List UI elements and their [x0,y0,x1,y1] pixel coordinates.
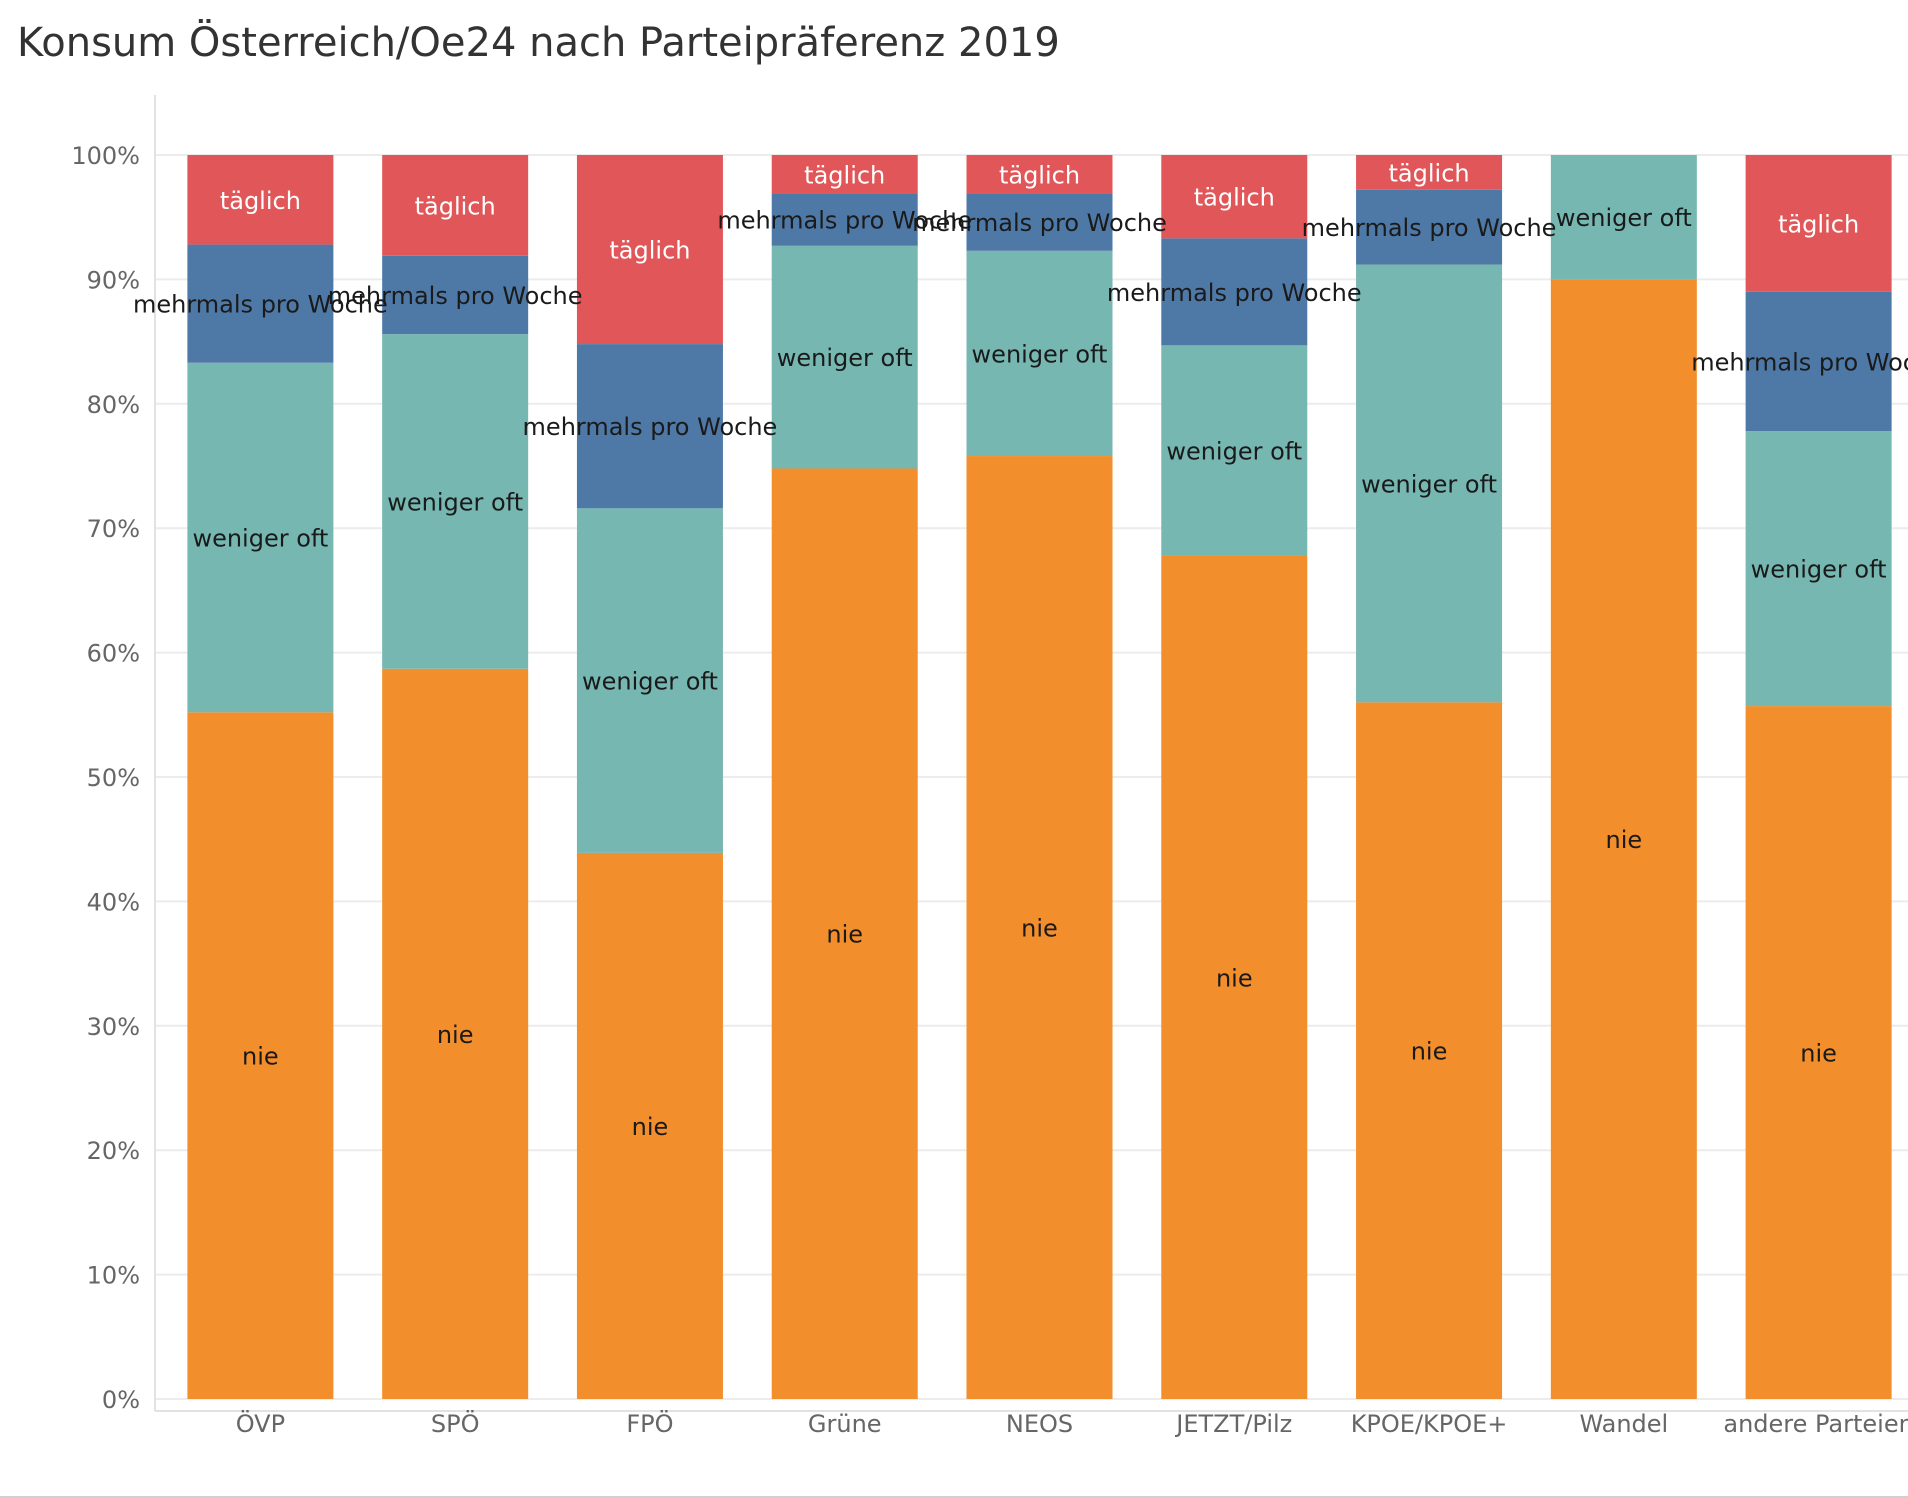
bar-segment [1745,706,1892,1399]
segment-label: mehrmals pro Woche [133,291,388,319]
bar-segment [1550,155,1697,280]
chart-title: Konsum Österreich/Oe24 nach Parteipräfer… [17,20,1060,66]
bar-segment [1161,345,1308,556]
y-tick-label: 70% [87,515,140,543]
x-tick-label: Grüne [808,1410,882,1438]
bar-segment [771,245,918,469]
y-tick-label: 20% [87,1137,140,1165]
x-tick-label: NEOS [1006,1410,1073,1438]
y-tick-label: 40% [87,888,140,916]
bar-segment [966,456,1113,1400]
segment-label: täglich [220,187,301,215]
y-tick-label: 0% [102,1386,140,1414]
x-tick-label: JETZT/Pilz [1174,1410,1292,1438]
x-tick-label: FPÖ [626,1409,673,1438]
bar-segment [966,250,1113,457]
y-tick-label: 50% [87,764,140,792]
segment-label: täglich [804,161,885,189]
bar-segment [1356,702,1503,1399]
y-tick-label: 100% [71,142,140,170]
footer-divider [0,1496,1908,1498]
bar-segment [382,255,529,335]
bar-segment [576,155,723,345]
bar-segment [576,508,723,853]
segment-label: weniger oft [1751,556,1887,584]
segment-label: weniger oft [1361,470,1497,498]
segment-label: mehrmals pro Woche [523,413,778,441]
x-tick-label: SPÖ [431,1409,480,1438]
bar-segment [576,852,723,1399]
segment-label: weniger oft [1556,204,1692,232]
bar-segment [576,344,723,509]
x-tick-label: Wandel [1579,1410,1668,1438]
segment-label: mehrmals pro Woche [912,209,1167,237]
y-tick-label: 60% [87,640,140,668]
segment-label: täglich [1194,184,1275,212]
segment-label: weniger oft [387,488,523,516]
y-tick-label: 90% [87,266,140,294]
segment-label: nie [632,1113,669,1141]
segment-label: nie [1411,1038,1448,1066]
x-tick-label: andere Parteien [1723,1410,1908,1438]
segment-label: täglich [609,237,690,265]
bar-segment [187,155,334,245]
segment-label: weniger oft [582,668,718,696]
segment-label: nie [826,921,863,949]
bar-segment [966,155,1113,194]
bar-segment [771,155,918,194]
bar-segment [1745,155,1892,292]
segment-label: mehrmals pro Woche [717,207,972,235]
x-tick-label: ÖVP [236,1409,285,1438]
segment-label: nie [1800,1040,1837,1068]
segment-label: weniger oft [972,340,1108,368]
segment-label: mehrmals pro Woche [328,282,583,310]
segment-label: täglich [1389,159,1470,187]
bar-segment [382,155,529,256]
bar-segment [1550,279,1697,1399]
bar-segment [1745,291,1892,432]
bar-segment [1161,155,1308,239]
bar-segment [1356,264,1503,703]
segment-label: weniger oft [192,525,328,553]
segment-label: täglich [999,161,1080,189]
bar-segment [1161,555,1308,1399]
bar-segment [771,193,918,246]
bar-segment [1356,189,1503,265]
segment-label: nie [1216,964,1253,992]
x-tick-label: KPOE/KPOE+ [1351,1410,1508,1438]
bar-segment [771,468,918,1399]
bar-segment [966,193,1113,251]
segment-label: nie [1021,915,1058,943]
segment-label: nie [1606,826,1643,854]
bar-segment [1161,238,1308,346]
x-tick-layer: ÖVP SPÖ FPÖ Grüne NEOS JETZT/Pilz KPOE/KPOE+ Wa… [236,1409,1908,1438]
bar-segment [1356,155,1503,190]
y-tick-label: 10% [87,1262,140,1290]
bar-segment [187,362,334,713]
segment-label: weniger oft [777,344,913,372]
y-tick-label: 80% [87,391,140,419]
axis-layer: 0% 10% 20% 30% 40% 50% 60% 70% 80% 90% 100% [71,95,1908,1414]
bar-segment [187,244,334,363]
segment-label: nie [437,1021,474,1049]
segment-label: mehrmals pro Woche [1691,349,1908,377]
segment-label: weniger oft [1166,437,1302,465]
bar-segment [382,334,529,669]
bar-layer [187,155,1892,1400]
segment-label: täglich [415,192,496,220]
bar-segment [187,712,334,1399]
segment-label: mehrmals pro Woche [1302,214,1557,242]
bar-segment [1745,431,1892,707]
bar-segment [382,668,529,1399]
y-tick-label: 30% [87,1013,140,1041]
segment-label: täglich [1778,210,1859,238]
segment-label: nie [242,1043,279,1071]
segment-label: mehrmals pro Woche [1107,279,1362,307]
